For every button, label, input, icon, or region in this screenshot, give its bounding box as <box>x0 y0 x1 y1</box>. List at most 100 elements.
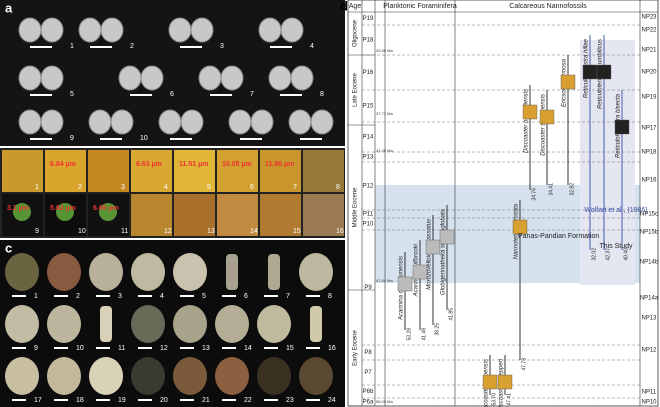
nannofossil-image <box>260 194 301 236</box>
np-zone: NP15c <box>640 212 658 218</box>
foram-specimen <box>257 305 291 343</box>
foram-specimen <box>131 253 165 291</box>
nannofossil-image <box>131 150 172 192</box>
nannofossil-image <box>2 150 43 192</box>
nannofossil-image <box>174 194 215 236</box>
specimen-number: 21 <box>202 397 210 404</box>
specimen-number: 19 <box>118 397 126 404</box>
fossil-thumb <box>482 374 498 390</box>
scale-label: 3.1 µm <box>7 205 29 212</box>
image-number: 10 <box>78 228 86 235</box>
foram-specimen <box>180 109 204 135</box>
epoch-label: Oligocene <box>353 19 359 47</box>
scale-label: 11.96 µm <box>265 161 294 168</box>
nannofossil-image <box>174 150 215 192</box>
foram-specimen <box>190 17 214 43</box>
p-zone: P6b <box>363 389 374 395</box>
specimen-number: 5 <box>202 293 206 300</box>
nannofossil-image <box>260 150 301 192</box>
nannofossil-image <box>303 194 344 236</box>
specimen-number: 12 <box>160 345 168 352</box>
fossil-thumb <box>497 374 513 390</box>
species-name: Globigerinatheka subconglobata <box>441 208 447 295</box>
age-label: 41.49 <box>421 328 427 341</box>
foram-specimen <box>168 17 192 43</box>
specimen-number: 18 <box>76 397 84 404</box>
fossil-thumb <box>412 264 428 280</box>
np-zone: NP11 <box>642 390 657 396</box>
specimen-number: 10 <box>76 345 84 352</box>
foram-specimen <box>131 357 165 395</box>
p-zone: P10 <box>363 222 374 228</box>
age-label: 47.41 <box>506 393 512 406</box>
panel-label: c <box>5 240 12 255</box>
image-number: 4 <box>164 184 168 191</box>
age-label: 34.76 <box>531 188 537 201</box>
age-label: 53.70 <box>491 393 497 406</box>
specimen-number: 23 <box>286 397 294 404</box>
foram-specimen <box>110 109 134 135</box>
foram-specimen <box>299 253 333 291</box>
nannofossil-image <box>88 150 129 192</box>
fossil-thumb <box>425 239 441 255</box>
image-number: 8 <box>336 184 340 191</box>
nannofossil-image <box>45 150 86 192</box>
image-number: 3 <box>121 184 125 191</box>
specimen-number: 5 <box>70 91 74 98</box>
foram-specimen <box>40 109 64 135</box>
foram-specimen <box>158 109 182 135</box>
np-zone: NP16 <box>641 178 657 184</box>
np-zone: NP15b <box>640 230 659 236</box>
foram-specimen <box>310 109 334 135</box>
specimen-number: 20 <box>160 397 168 404</box>
foram-specimen <box>5 357 39 395</box>
age-label: 40.40 <box>623 248 629 261</box>
header: Age <box>349 3 362 10</box>
foram-specimen <box>268 65 292 91</box>
specimen-number: 6 <box>244 293 248 300</box>
np-zone: NP18 <box>641 150 657 156</box>
ma-label: 56.00 Ma <box>376 399 393 404</box>
foram-specimen <box>140 65 164 91</box>
p-zone: P19 <box>363 16 374 22</box>
scale-label: 6.65 µm <box>93 205 119 212</box>
foram-specimen <box>18 109 42 135</box>
p-zone: P6a <box>363 400 374 406</box>
image-number: 14 <box>250 228 258 235</box>
epoch-label: Middle Eocene <box>353 187 359 227</box>
p-zone: P15 <box>363 104 374 110</box>
foram-specimen <box>215 305 249 343</box>
nannofossil-image <box>217 194 258 236</box>
foram-specimen <box>290 65 314 91</box>
age-label: 41.85 <box>448 308 454 321</box>
specimen-number: 8 <box>328 293 332 300</box>
p-zone: P16 <box>363 70 374 76</box>
p-zone: P9 <box>364 285 372 291</box>
foram-specimen <box>226 254 238 290</box>
age-label: 42.37 <box>605 248 611 261</box>
nannofossil-image <box>131 194 172 236</box>
specimen-number: 7 <box>250 91 254 98</box>
ma-label: 47.84 Ma <box>376 278 393 283</box>
specimen-number: 11 <box>118 345 125 352</box>
specimen-number: 1 <box>34 293 38 300</box>
ma-label: 33.90 Ma <box>376 48 393 53</box>
specimen-number: 8 <box>320 91 324 98</box>
scale-label: 6.84 µm <box>50 161 76 168</box>
foram-specimen <box>47 357 81 395</box>
study-band <box>580 40 635 285</box>
np-zone: NP21 <box>641 48 657 54</box>
foram-specimen <box>118 65 142 91</box>
foram-specimen <box>173 305 207 343</box>
fossil-thumb <box>582 64 598 80</box>
foram-specimen <box>280 17 304 43</box>
foram-specimen <box>228 109 252 135</box>
foram-specimen <box>40 65 64 91</box>
image-number: 16 <box>336 228 344 235</box>
age-label: 53.28 <box>406 328 412 341</box>
specimen-number: 6 <box>170 91 174 98</box>
image-number: 2 <box>78 184 82 191</box>
specimen-number: 2 <box>130 43 134 50</box>
specimen-number: 16 <box>328 345 336 352</box>
